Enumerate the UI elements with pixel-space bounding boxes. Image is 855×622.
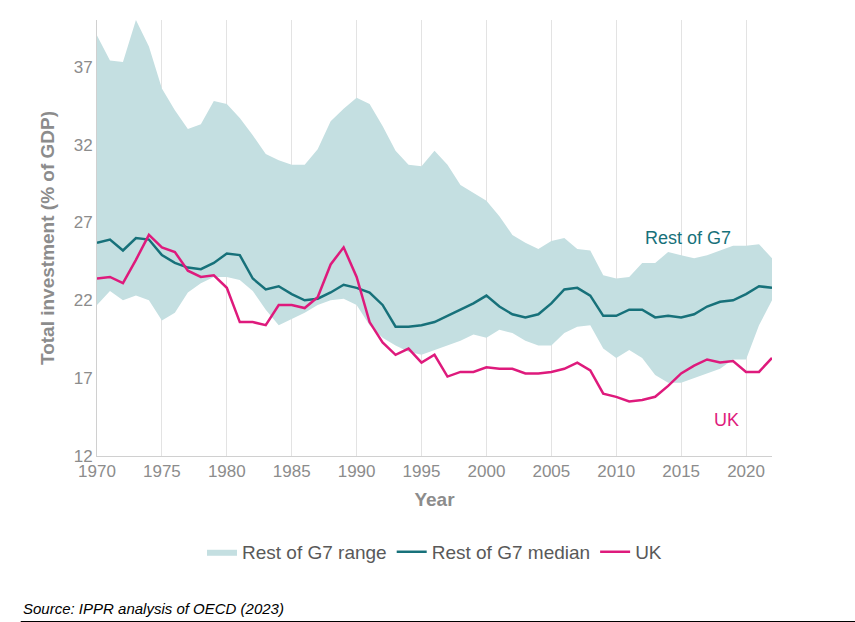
svg-text:22: 22 — [74, 291, 93, 310]
svg-text:Rest of G7: Rest of G7 — [645, 228, 731, 248]
svg-text:1980: 1980 — [208, 462, 246, 481]
svg-text:Rest of G7 median: Rest of G7 median — [432, 542, 590, 563]
svg-text:2005: 2005 — [532, 462, 570, 481]
svg-text:2020: 2020 — [727, 462, 765, 481]
svg-text:1995: 1995 — [403, 462, 441, 481]
svg-text:2015: 2015 — [662, 462, 700, 481]
svg-text:Year: Year — [414, 489, 455, 510]
svg-text:27: 27 — [74, 213, 93, 232]
svg-text:Rest of G7 range: Rest of G7 range — [242, 542, 387, 563]
svg-text:37: 37 — [74, 58, 93, 77]
svg-text:UK: UK — [635, 542, 662, 563]
svg-text:UK: UK — [714, 410, 739, 430]
svg-text:1970: 1970 — [78, 462, 116, 481]
svg-text:Total investment (% of GDP): Total investment (% of GDP) — [37, 111, 58, 365]
svg-text:17: 17 — [74, 369, 93, 388]
svg-text:Source: IPPR analysis of OECD: Source: IPPR analysis of OECD (2023) — [23, 600, 284, 617]
svg-text:12: 12 — [74, 447, 93, 466]
svg-text:1975: 1975 — [143, 462, 181, 481]
svg-text:1990: 1990 — [338, 462, 376, 481]
svg-text:2010: 2010 — [597, 462, 635, 481]
svg-text:2000: 2000 — [468, 462, 506, 481]
svg-text:1985: 1985 — [273, 462, 311, 481]
svg-text:32: 32 — [74, 136, 93, 155]
